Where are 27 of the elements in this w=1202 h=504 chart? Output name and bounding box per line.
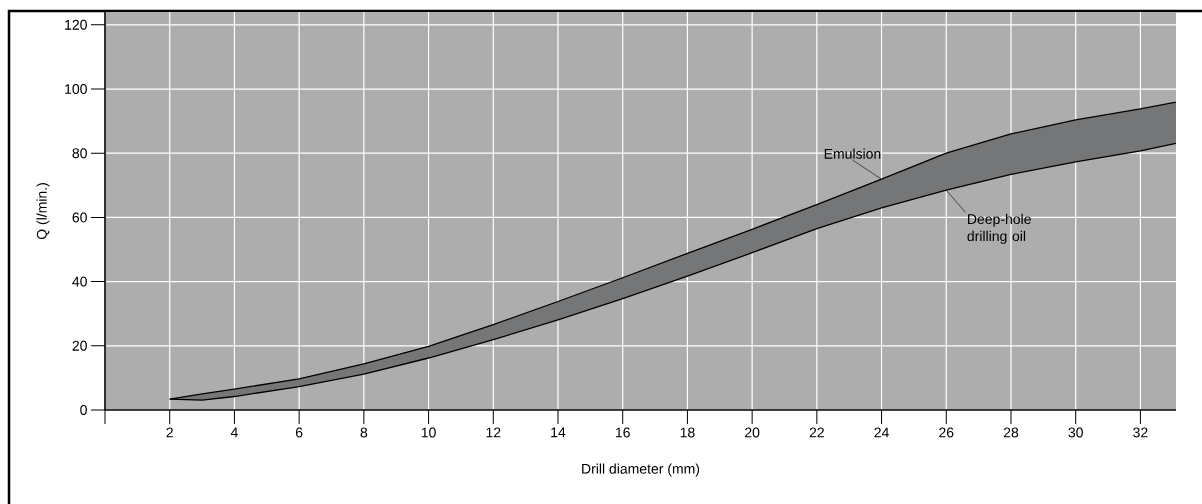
x-axis-title: Drill diameter (mm) [582, 463, 700, 477]
y-tick-label: 20 [72, 340, 87, 351]
x-tick-label: 28 [1003, 427, 1019, 438]
x-tick-label: 12 [486, 427, 501, 438]
y-axis-title: Q (l/min.) [36, 183, 50, 240]
x-tick-label: 18 [680, 427, 695, 438]
x-tick-label: 32 [1133, 427, 1148, 438]
x-tick-label: 4 [230, 427, 238, 438]
legend-label: Deep-hole drilling oil [967, 213, 1031, 244]
x-tick-label: 14 [551, 427, 566, 438]
x-tick-label: 16 [615, 427, 630, 438]
y-tick-label: 0 [80, 405, 87, 415]
y-tick-label: 40 [72, 276, 87, 287]
x-tick-label: 30 [1068, 427, 1083, 438]
x-tick-label: 2 [166, 427, 173, 438]
y-tick-label: 100 [65, 84, 87, 94]
y-tick-label: 80 [72, 148, 87, 159]
x-tick-label: 24 [874, 427, 889, 438]
x-tick-label: 26 [939, 427, 954, 438]
series-label: Emulsion [824, 148, 881, 159]
x-tick-label: 10 [421, 427, 436, 438]
x-tick-label: 20 [745, 427, 760, 438]
x-tick-label: 22 [809, 427, 824, 438]
y-tick-label: 60 [72, 212, 87, 223]
y-tick-label: 120 [65, 19, 87, 30]
x-tick-label: 8 [360, 427, 368, 438]
x-tick-label: 6 [295, 427, 303, 438]
